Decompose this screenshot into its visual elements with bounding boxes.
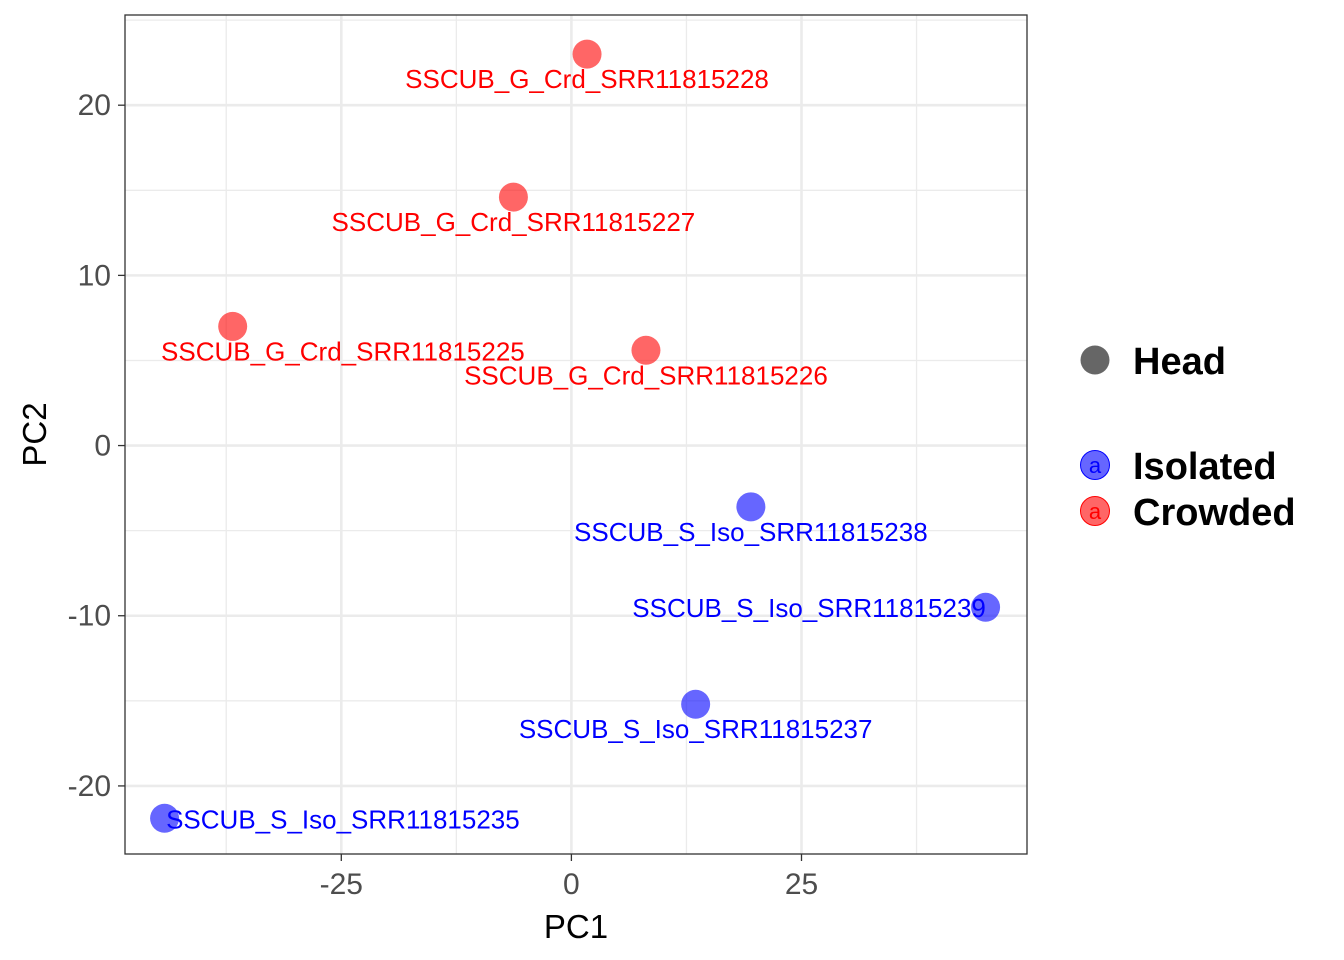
panel-border xyxy=(124,14,1028,855)
legend-key-glyph: a xyxy=(1089,499,1102,524)
legend: Head a Isolated a Crowded xyxy=(1080,341,1296,534)
data-point xyxy=(150,803,180,833)
data-point xyxy=(218,311,248,341)
data-point xyxy=(971,592,1001,622)
x-axis-ticks: -25 0 25 xyxy=(320,854,818,901)
data-point xyxy=(631,335,661,365)
x-tick-label: 25 xyxy=(785,868,818,901)
point-label: SSCUB_G_Crd_SRR11815226 xyxy=(464,360,828,390)
y-axis-title: PC2 xyxy=(16,402,53,466)
x-axis-title: PC1 xyxy=(544,908,608,945)
legend-label-crowded: Crowded xyxy=(1133,492,1296,534)
data-point xyxy=(681,689,711,719)
y-tick-label: -10 xyxy=(68,600,111,633)
point-label: SSCUB_S_Iso_SRR11815239 xyxy=(632,593,986,623)
grid-minor xyxy=(125,15,1027,854)
point-label: SSCUB_S_Iso_SRR11815235 xyxy=(166,804,520,834)
data-point xyxy=(736,492,766,522)
point-label: SSCUB_G_Crd_SRR11815227 xyxy=(332,207,696,237)
legend-key-glyph: a xyxy=(1089,453,1102,478)
y-tick-label: 20 xyxy=(78,89,111,122)
legend-key-crowded xyxy=(1080,496,1110,526)
y-tick-label: -20 xyxy=(68,770,111,803)
grid-major xyxy=(125,15,1027,854)
legend-label-head: Head xyxy=(1133,341,1226,383)
point-labels: SSCUB_S_Iso_SRR11815235 SSCUB_S_Iso_SRR11… xyxy=(161,64,986,834)
legend-key-head xyxy=(1080,345,1110,375)
y-axis-ticks: -20 -10 0 10 20 xyxy=(68,89,125,803)
legend-label-isolated: Isolated xyxy=(1133,446,1277,488)
x-tick-label: 0 xyxy=(563,868,580,901)
point-label: SSCUB_S_Iso_SRR11815238 xyxy=(574,517,928,547)
point-label: SSCUB_S_Iso_SRR11815237 xyxy=(519,714,873,744)
data-point xyxy=(572,39,602,69)
data-points xyxy=(150,39,1001,833)
point-label: SSCUB_G_Crd_SRR11815228 xyxy=(405,64,769,94)
data-point xyxy=(498,182,528,212)
y-tick-label: 0 xyxy=(94,430,111,463)
point-label: SSCUB_G_Crd_SRR11815225 xyxy=(161,336,525,366)
x-tick-label: -25 xyxy=(320,868,363,901)
legend-group-keys: a Isolated a Crowded xyxy=(1080,446,1296,534)
y-tick-label: 10 xyxy=(78,259,111,292)
legend-key-isolated xyxy=(1080,450,1110,480)
